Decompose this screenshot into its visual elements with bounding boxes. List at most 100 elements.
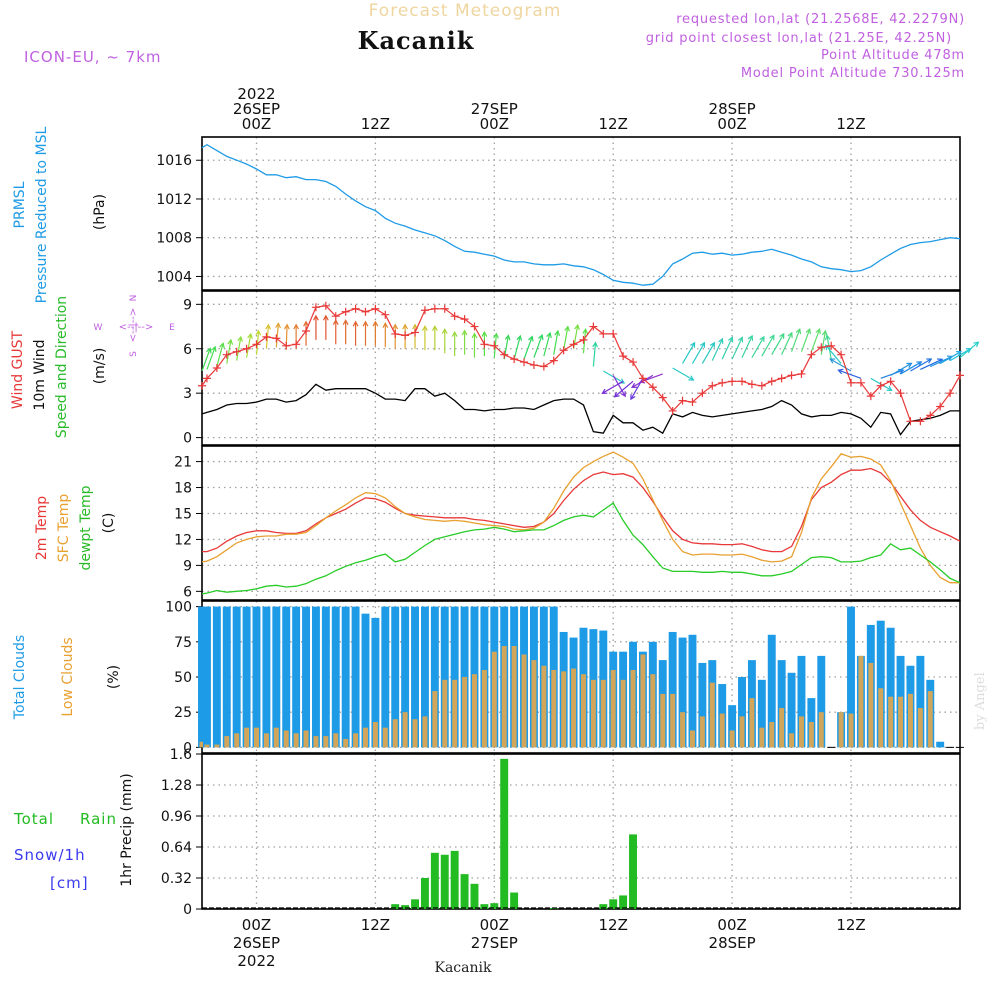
wind-arrow-shaft [602, 380, 624, 394]
wind-arrow-head [815, 327, 821, 335]
low-cloud-bar [472, 674, 477, 748]
low-cloud-bar [798, 716, 804, 748]
wind-arrow-head [737, 336, 744, 343]
wind-gust-marker [361, 307, 370, 316]
wind-arrow-shaft [216, 343, 224, 367]
wind-arrow-head [265, 323, 272, 330]
wind-arrow-head [582, 328, 589, 335]
wind-direction-arrow [441, 327, 448, 354]
rain-bar [480, 904, 489, 909]
wind-direction-arrow [513, 334, 523, 360]
wind-10m-label: 10m Wind [32, 339, 48, 410]
low-cloud-bar [343, 738, 349, 748]
wind-arrow-head [516, 334, 523, 341]
wind-gust-marker [510, 355, 519, 364]
time-label-top: 12Z [836, 115, 865, 133]
wind-direction-arrow [761, 334, 775, 357]
wind-arrow-shaft [771, 333, 785, 355]
time-label-bottom: 27SEP [471, 934, 518, 952]
wind-arrow-shaft [553, 330, 559, 355]
total-cloud-bar [916, 655, 925, 748]
wind-gust-marker [936, 402, 945, 411]
wind-gust-marker [847, 378, 856, 387]
wind-arrow-shaft [790, 328, 801, 352]
wind-gust-marker [420, 306, 429, 315]
wind-gust-marker [886, 377, 895, 386]
footer-location: Kacanik [435, 960, 492, 976]
y-tick-label: 3 [183, 386, 192, 402]
time-label-top: 00Z [480, 115, 509, 133]
panel-frame [201, 753, 961, 910]
wind-gust-marker [856, 378, 865, 387]
wind-gust-marker [589, 322, 598, 331]
wind-arrow-head [303, 320, 309, 327]
wind-gust-marker [232, 347, 241, 356]
wind-arrow-head [630, 394, 636, 401]
low-cloud-bar [323, 736, 329, 748]
rain-bar [440, 854, 449, 909]
total-cloud-bar [430, 606, 439, 748]
wind-gust-marker [906, 417, 915, 426]
y-tick-label: 18 [174, 481, 192, 497]
rain-label: Rain [80, 810, 117, 828]
total-cloud-bar [777, 660, 786, 748]
y-tick-label: 1012 [156, 192, 192, 208]
low-cloud-bar [263, 733, 269, 748]
low-cloud-bar [254, 727, 259, 748]
wind-gust-marker [292, 340, 301, 349]
rain-bar [599, 904, 608, 909]
low-cloud-bar [293, 733, 299, 748]
low-cloud-bar [224, 736, 230, 748]
wind-arrow-head [422, 324, 428, 331]
total-cloud-bar [198, 606, 206, 748]
wind-direction-arrow [201, 347, 212, 372]
low-cloud-bar [729, 730, 735, 748]
location-title: Kacanik [358, 26, 475, 55]
wind-arrow-head [747, 334, 754, 341]
total-cloud-bar [242, 606, 251, 748]
wind-arrow-head [630, 382, 638, 389]
wind-direction-arrow [236, 335, 244, 361]
y-tick-label: 6 [183, 584, 192, 600]
time-label-top: 00Z [717, 115, 746, 133]
wind-direction-arrow [701, 341, 716, 364]
wind-arrow-shaft [563, 326, 569, 351]
wind-arrow-head [837, 368, 844, 375]
low-cloud-bar [382, 727, 388, 748]
wind-arrow-shaft [838, 369, 862, 379]
wind-arrow-head [727, 336, 734, 343]
low-cloud-bar [199, 741, 205, 748]
wind-gust-marker [212, 364, 221, 372]
total-cloud-bar [212, 606, 221, 748]
time-label-top: 12Z [599, 115, 628, 133]
low-cloud-bar [719, 713, 725, 748]
low-cloud-bar [333, 733, 339, 748]
wind-gust-marker [648, 383, 657, 392]
y-tick-label: 0.32 [161, 871, 192, 887]
wind-arrow-shaft [890, 362, 912, 376]
wind-arrow-shaft [201, 348, 211, 372]
wind-arrow-head [293, 323, 300, 330]
time-label-bottom: 26SEP [233, 934, 280, 952]
wind-arrow-head [564, 325, 570, 332]
wind-direction-arrow [422, 324, 428, 351]
wind-gust-marker [311, 303, 320, 312]
temp-dewpt-line [201, 502, 961, 595]
total-cloud-bar [411, 606, 419, 748]
wind-arrow-head [955, 350, 963, 357]
wind-labels: Wind GUST 10m Wind Speed and Direction (… [10, 295, 175, 439]
low-cloud-bar [204, 744, 210, 748]
total-cloud-bar [262, 606, 271, 748]
time-label-top: 2022 [237, 85, 275, 103]
wind-gust-marker [460, 315, 469, 324]
clouds-panel: 0 25 50 75 100 [165, 600, 964, 756]
time-label-top: 27SEP [471, 100, 518, 118]
wind-speed-dir-label: Speed and Direction [54, 296, 70, 438]
wind-gust-marker [262, 332, 271, 341]
wind-gust-marker [341, 307, 350, 316]
product-title: Forecast Meteogram [369, 1, 562, 21]
low-cloud-bar [858, 655, 864, 748]
total-cloud-bar [886, 627, 895, 748]
wind-arrow-shaft [639, 373, 663, 383]
wind-gust-marker [807, 350, 816, 359]
